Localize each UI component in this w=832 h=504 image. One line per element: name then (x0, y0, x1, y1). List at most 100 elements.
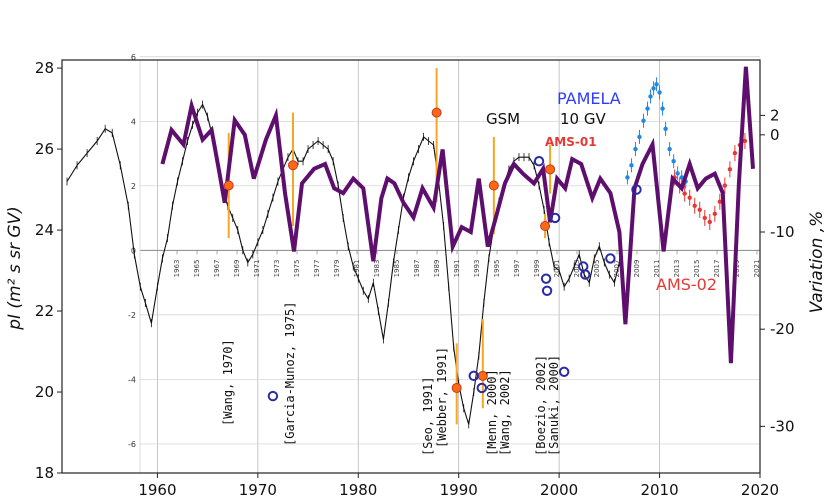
left-tick-label: 26 (35, 140, 54, 158)
right-tick-label: -30 (770, 417, 795, 435)
right-tick-label: 0 (770, 126, 780, 144)
inner-zero-label: 1999 (533, 260, 541, 278)
balloon-point (540, 221, 551, 232)
right-tick-label: 2 (770, 106, 780, 124)
inner-zero-label: 2009 (633, 260, 641, 278)
inner-zero-label: 1993 (473, 260, 481, 278)
inner-zero-label: 1965 (193, 260, 201, 278)
open-circle-point (631, 184, 642, 195)
pamela-point (645, 106, 650, 111)
pamela-point (671, 159, 676, 164)
ams02-point (727, 167, 733, 172)
x-tick-label: 1960 (138, 481, 176, 499)
inner-zero-label: 2013 (673, 260, 681, 278)
x-tick-label: 2000 (540, 481, 578, 499)
open-circle-point (549, 212, 561, 224)
gsm-sublabel: 10 GV (560, 110, 606, 128)
inner-zero-label: 1967 (213, 260, 221, 278)
right-tick-label: -20 (770, 320, 795, 338)
inner-zero-label: 1997 (513, 260, 521, 278)
inner-zero-label: 2011 (653, 260, 661, 278)
inner-zero-label: 1987 (413, 260, 421, 278)
inner-zero-label: 2005 (593, 260, 601, 278)
right-tick-label: -10 (770, 223, 795, 241)
open-circle-point (558, 366, 570, 377)
open-circle-point (605, 253, 616, 264)
balloon-point (488, 180, 499, 191)
right-axis-label: Variation ,% (807, 211, 827, 314)
inner-zero-label: 1963 (173, 260, 181, 278)
inner-zero-label: 1969 (233, 260, 241, 278)
inner-tick-label: 2 (131, 182, 136, 191)
inner-zero-label: 1983 (373, 260, 381, 278)
x-tick-label: 1990 (440, 481, 478, 499)
ams02-point (712, 211, 718, 217)
variation-line (160, 66, 755, 364)
open-circle-point (541, 285, 553, 296)
inner-tick-label: -2 (128, 311, 136, 320)
pamela-point (654, 82, 659, 87)
inner-zero-label: 1977 (313, 260, 321, 278)
inner-zero-label: 1979 (333, 260, 341, 278)
pamela-point (641, 118, 646, 123)
ams02-point (717, 199, 723, 204)
open-circle-point (267, 390, 279, 402)
ams02-label: AMS-02 (656, 275, 717, 294)
inner-zero-label: 1985 (393, 260, 401, 278)
pamela-point (675, 171, 680, 176)
left-tick-label: 22 (35, 302, 54, 320)
inner-zero-label: 1975 (293, 260, 301, 278)
x-tick-label: 2020 (741, 481, 779, 499)
open-circle-point (580, 269, 591, 280)
inner-zero-label: 1971 (253, 260, 261, 278)
pamela-point (657, 90, 662, 95)
balloon-point (431, 107, 442, 118)
ams02-point (702, 215, 707, 221)
left-tick-label: 28 (35, 59, 54, 77)
inner-zero-label: 2007 (613, 260, 621, 278)
balloon-point (545, 164, 556, 175)
ref-menn-2000: [Menn, 2000] (485, 369, 499, 456)
pamela-point (633, 146, 638, 152)
ams02-point (697, 207, 702, 213)
ref-sanuki-2000: [Sanuki, 2000] (547, 355, 561, 456)
inner-zero-label: 1981 (353, 260, 361, 278)
gsm-label: GSM (486, 110, 520, 128)
balloon-point (223, 180, 234, 191)
ams02-point (682, 191, 687, 196)
inner-tick-label: -4 (128, 375, 136, 384)
pamela-point (660, 106, 665, 111)
axes: 1960 1970 1980 1990 2000 2010 2020182022242628… (35, 59, 795, 499)
inner-tick-label: -6 (128, 440, 136, 449)
ref-wang-1970: [Wang, 1970] (221, 339, 235, 426)
pamela-point (625, 175, 630, 180)
inner-tick-label: 4 (131, 117, 136, 126)
ref-boezio-2002: [Boezio, 2002] (534, 355, 548, 456)
inner-zero-label: 2003 (573, 260, 581, 278)
pamela-label: PAMELA (557, 89, 621, 108)
pamela-point (651, 86, 656, 91)
balloon-point (287, 160, 298, 171)
pamela-point (679, 175, 684, 180)
ref-garcia-munoz-1975: [Garcia-Munoz, 1975] (283, 302, 297, 447)
ref-wang-2002: [Wang, 2002] (498, 369, 512, 456)
pamela-point (648, 94, 653, 99)
inner-zero-label: 2017 (713, 260, 721, 278)
inner-tick-label: 6 (131, 53, 136, 62)
ref-webber-1991: [Webber, 1991] (435, 347, 449, 448)
open-circle-point (533, 156, 545, 167)
left-tick-label: 24 (35, 221, 54, 239)
y-axis-label: pI (m² s sr GV) (5, 206, 25, 331)
open-circle-point (468, 370, 479, 382)
ams02-point (722, 183, 728, 188)
ams02-point (742, 138, 748, 144)
ref-seo-1991: [Seo, 1991] (421, 377, 435, 456)
pamela-point (637, 134, 642, 140)
inner-zero-label: 2021 (753, 260, 761, 278)
open-circle-point (540, 273, 552, 284)
open-circle-point (476, 382, 488, 394)
inner-zero-label: 1989 (433, 260, 441, 278)
pamela-point (663, 126, 668, 132)
